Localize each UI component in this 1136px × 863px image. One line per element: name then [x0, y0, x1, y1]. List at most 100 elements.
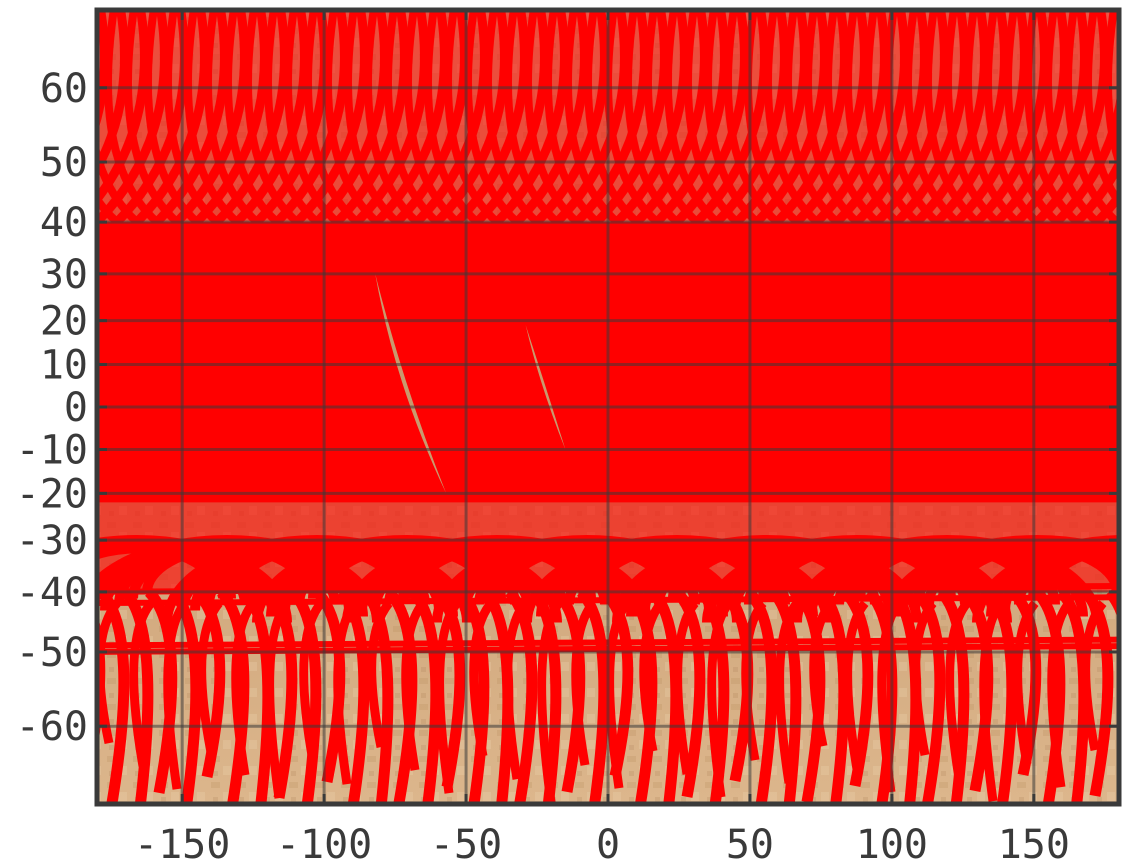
coverage-arc — [809, 600, 835, 748]
coverage-arc — [503, 600, 529, 780]
coverage-arc — [945, 600, 971, 779]
coverage-arc — [404, 10, 460, 226]
coverage-arc — [231, 600, 257, 776]
x-tick-label: 100 — [856, 822, 928, 863]
coverage-arc — [912, 588, 946, 804]
coverage-arc — [524, 10, 580, 226]
coverage-arc — [944, 10, 1000, 226]
coverage-arc — [864, 10, 920, 226]
coverage-arc — [1028, 541, 1119, 599]
y-tick-label: 0 — [64, 385, 88, 431]
coverage-arc — [784, 10, 840, 226]
coverage-arc — [484, 10, 540, 226]
coverage-arc — [986, 536, 1119, 617]
coverage-arc — [299, 600, 325, 762]
coverage-arc — [724, 10, 780, 226]
coverage-arc — [424, 10, 480, 226]
coverage-arc — [936, 588, 970, 804]
coverage-arc — [600, 588, 634, 778]
coverage-arc — [284, 10, 340, 226]
uncovered-sliver — [525, 325, 566, 450]
y-tick-label: -30 — [16, 518, 88, 564]
x-tick-label: -100 — [276, 822, 372, 863]
coverage-arc — [504, 10, 560, 226]
coverage-arc — [840, 588, 874, 787]
coverage-arc — [792, 588, 826, 803]
y-tick-label: 10 — [40, 342, 88, 388]
y-tick-label: 30 — [40, 252, 88, 298]
coverage-arc — [401, 600, 427, 771]
y-tick-label: 20 — [40, 299, 88, 345]
y-tick-label: -20 — [16, 471, 88, 517]
coverage-arc — [684, 10, 740, 226]
coverage-arc — [1014, 540, 1119, 605]
coverage-arc — [464, 10, 520, 226]
coverage-arc — [97, 10, 140, 226]
coverage-arc — [843, 600, 869, 770]
coverage-arc — [924, 10, 980, 226]
coverage-arc — [1024, 10, 1080, 226]
coverage-arc — [571, 600, 597, 766]
coverage-arc — [707, 600, 733, 798]
coverage-arc — [1047, 600, 1073, 788]
coverage-arc — [265, 600, 291, 799]
coverage-arc — [324, 10, 380, 226]
coverage-arc — [644, 10, 700, 226]
coverage-arc — [1013, 600, 1039, 765]
coverage-arc — [624, 10, 680, 226]
coverage-arc — [367, 600, 393, 749]
coverage-arc — [364, 10, 420, 226]
coverage-arc — [0, 0, 45, 222]
coverage-arc — [544, 10, 600, 226]
coverage-arc — [97, 10, 109, 134]
coverage-arc — [1004, 10, 1060, 226]
coverage-arc — [124, 10, 180, 226]
coverage-arc — [244, 10, 300, 226]
x-tick-label: 0 — [596, 822, 620, 863]
coverage-arc — [204, 10, 260, 226]
coverage-arc — [97, 600, 121, 745]
coverage-arc — [964, 10, 1020, 226]
coverage-arc — [1032, 588, 1066, 804]
coverage-arc — [264, 10, 320, 226]
coverage-arc — [984, 10, 1040, 226]
coverage-arc — [824, 10, 880, 226]
y-tick-label: -10 — [16, 428, 88, 474]
y-tick-label: 50 — [40, 140, 88, 186]
coverage-arc — [844, 10, 900, 226]
coverage-arc — [775, 600, 801, 784]
coverage-arc — [537, 600, 563, 803]
coverage-arc — [304, 10, 360, 226]
y-tick-label: -50 — [16, 630, 88, 676]
coverage-arc — [704, 10, 760, 226]
coverage-arc — [456, 588, 490, 804]
coverage-arc — [184, 10, 240, 226]
coverage-arc — [673, 600, 699, 775]
x-tick-label: 150 — [998, 822, 1070, 863]
coverage-arc — [444, 10, 500, 226]
coverage-arc — [605, 600, 631, 789]
coverage-arc — [1128, 0, 1136, 222]
coverage-arc — [163, 600, 189, 790]
coverage-arc — [672, 588, 706, 798]
coverage-arc — [1042, 543, 1119, 593]
coverage-arc — [129, 600, 155, 767]
coverage-arc — [764, 10, 820, 226]
coverage-arc — [224, 10, 280, 226]
coverage-arc — [664, 10, 720, 226]
coverage-arc — [1064, 10, 1119, 226]
coverage-arc — [469, 600, 495, 757]
coverage-arc — [911, 600, 937, 756]
coverage-arc — [1008, 588, 1042, 777]
coverage-arc — [344, 10, 400, 226]
coverage-arc — [104, 10, 160, 226]
coverage-arc — [97, 10, 129, 178]
coverage-arc — [1084, 10, 1119, 209]
x-tick-labels: -150 -100 -50 0 50 100 150 — [134, 822, 1070, 863]
tick-marks — [97, 10, 1119, 804]
coverage-arc — [979, 600, 1005, 802]
coverage-arc — [333, 600, 359, 785]
coverage-arc — [604, 10, 660, 226]
coverage-arc — [804, 10, 860, 226]
